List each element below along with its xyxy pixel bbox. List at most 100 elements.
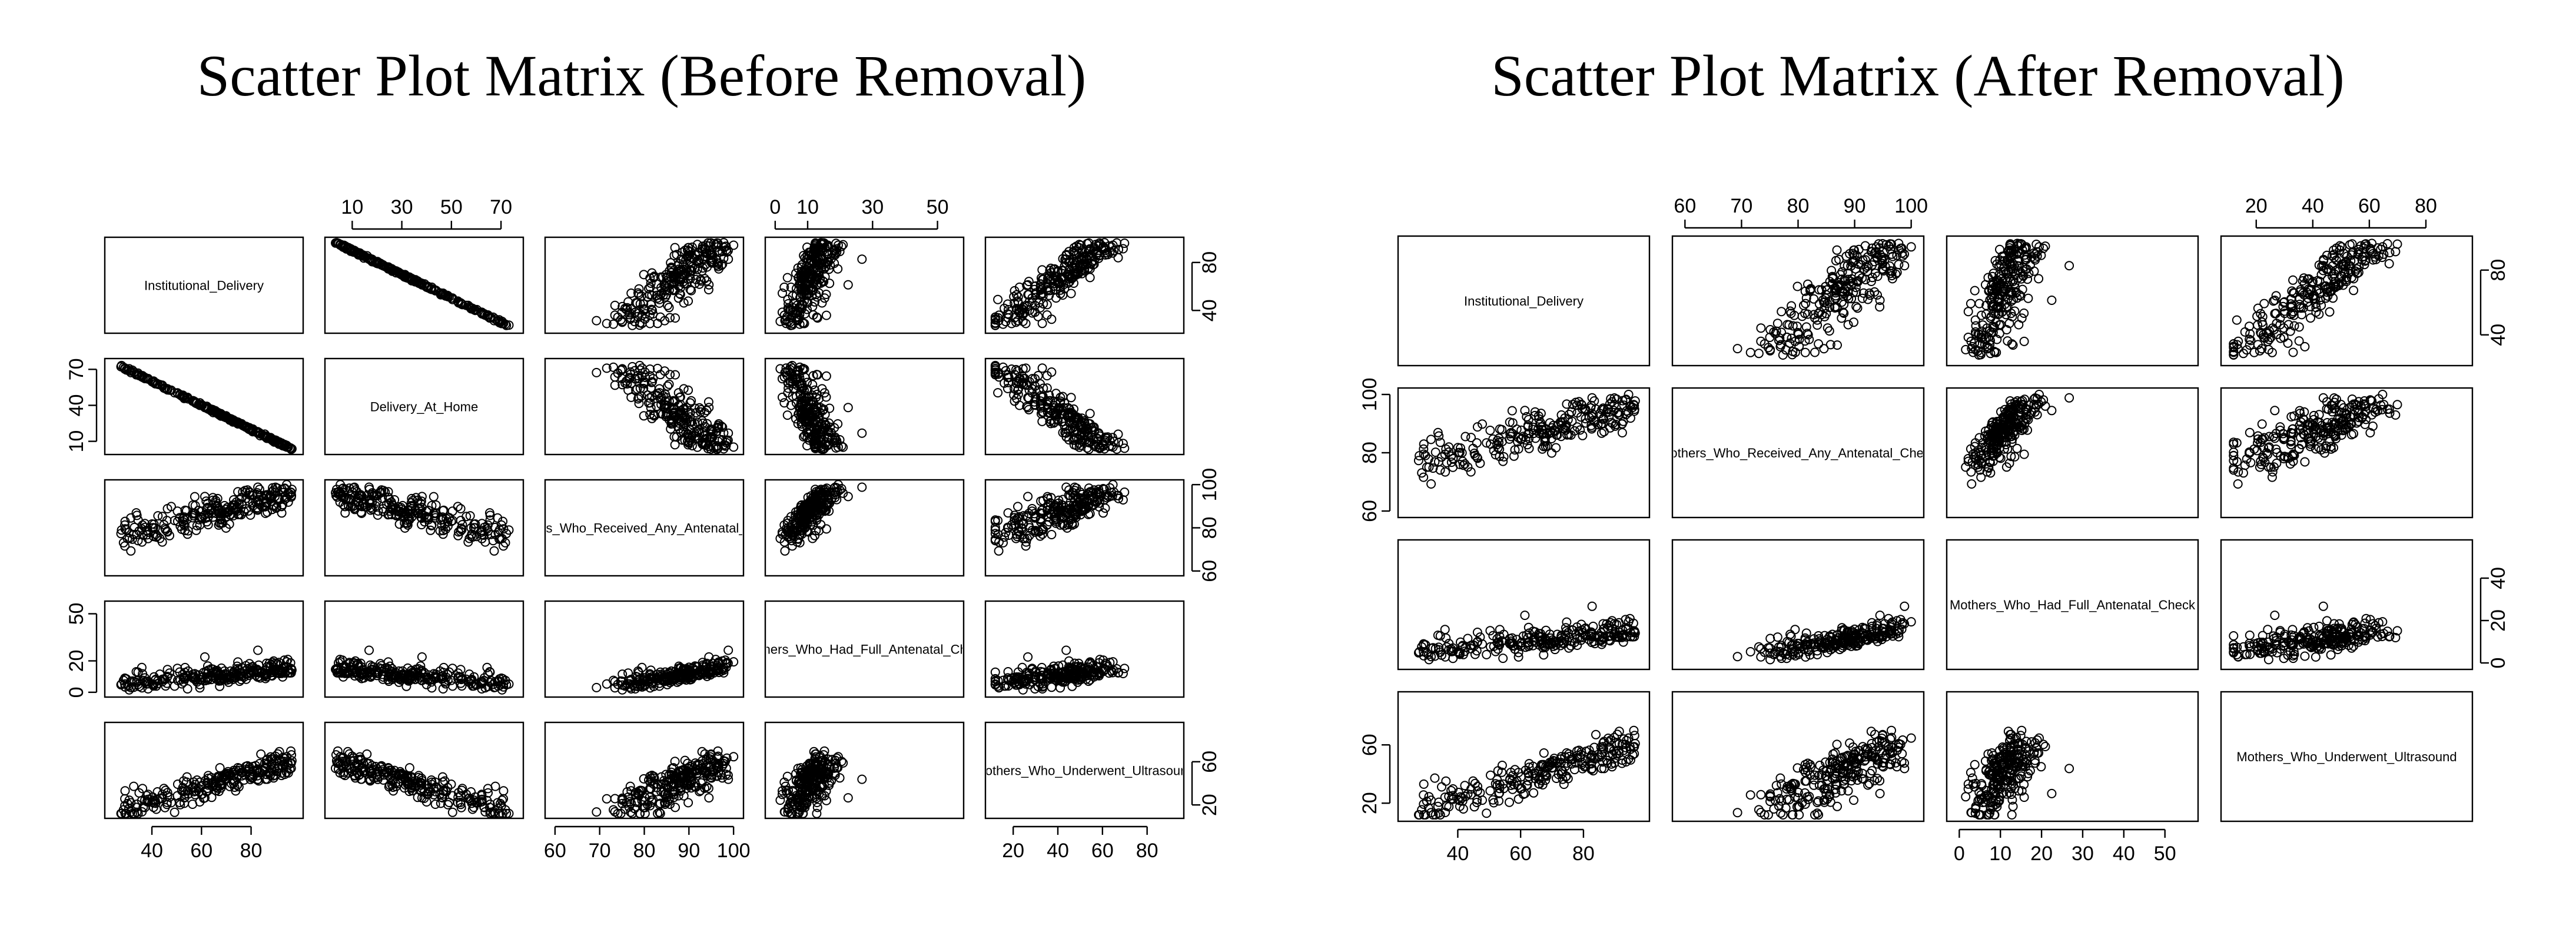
data-point [1087,425,1097,435]
data-point [1023,301,1032,311]
data-point [261,490,271,500]
data-point [453,530,463,540]
data-point [1036,279,1046,289]
data-point [386,264,396,274]
panel-0-2 [544,236,745,334]
data-point [166,385,176,395]
data-point [1044,390,1054,400]
data-point [1038,274,1048,284]
data-point [364,482,374,492]
data-point [857,774,867,784]
data-point [695,279,705,289]
data-point [843,793,853,803]
data-point [245,510,255,520]
data-point [120,786,130,796]
data-point [143,533,153,543]
data-point [1049,278,1059,288]
panel-1-1 [324,357,525,456]
data-point [232,418,242,428]
data-point [645,398,655,408]
data-point [356,250,366,260]
data-point [464,533,474,543]
data-point [447,294,457,304]
data-point [480,537,490,547]
data-point [1080,247,1090,257]
data-point [668,396,678,406]
data-point [1100,432,1110,442]
data-point [666,258,676,268]
data-point [782,273,792,283]
data-point [838,240,848,250]
data-point [1084,238,1094,248]
data-point [1020,374,1030,383]
data-point [447,807,457,817]
data-point [1069,413,1079,423]
data-point [832,244,842,254]
data-point [1118,439,1128,449]
data-point [706,426,716,436]
data-point [143,374,153,383]
data-point [645,282,655,292]
data-point [126,546,136,556]
data-point [1047,530,1057,539]
data-point [702,419,712,429]
data-point [683,245,692,255]
data-point [255,485,264,495]
data-point [261,491,271,501]
data-point [499,319,509,329]
data-point [253,482,263,492]
data-point [618,301,628,311]
data-point [274,495,284,505]
data-point [1073,413,1083,423]
data-point [485,312,495,322]
data-point [824,264,834,274]
data-point [670,370,680,380]
variable-label: Mothers_Who_Received_Any_Antenatal_Check [506,521,784,536]
data-point [504,525,514,535]
data-point [681,427,691,437]
panel-1-2 [544,357,745,456]
data-point [821,310,831,320]
matrix-title-before: Scatter Plot Matrix (Before Removal) [197,43,1087,108]
data-point [143,527,153,537]
data-point [836,241,847,251]
data-point [127,534,137,544]
data-point [816,240,826,250]
data-point [373,510,383,520]
data-point [1063,278,1073,288]
data-point [610,372,620,382]
data-point [812,808,822,818]
data-point [665,313,675,323]
data-point [462,512,472,522]
data-point [1048,274,1058,284]
data-point [499,786,509,796]
data-point [1023,290,1033,300]
data-point [664,379,674,389]
data-point [792,300,802,310]
data-point [129,367,139,377]
data-point [793,374,803,383]
panel-0-3 [764,236,965,334]
data-point [1058,392,1068,402]
data-point [708,432,718,442]
data-point [668,286,678,296]
data-point [836,441,847,451]
data-point [454,527,464,537]
data-point [794,379,804,389]
data-point [1104,442,1114,452]
data-point [1023,652,1033,662]
data-point [1100,444,1110,454]
data-point [252,489,262,499]
data-point [188,396,198,406]
data-point [662,290,672,300]
data-point [630,307,640,317]
data-point [166,502,176,512]
data-point [404,763,414,773]
data-point [693,256,703,265]
data-point [811,290,821,300]
data-point [647,392,657,402]
data-point [253,503,262,513]
variable-label: Mothers_Who_Had_Full_Antenatal_Check [742,642,988,657]
data-point [1014,400,1024,410]
data-point [592,807,602,817]
